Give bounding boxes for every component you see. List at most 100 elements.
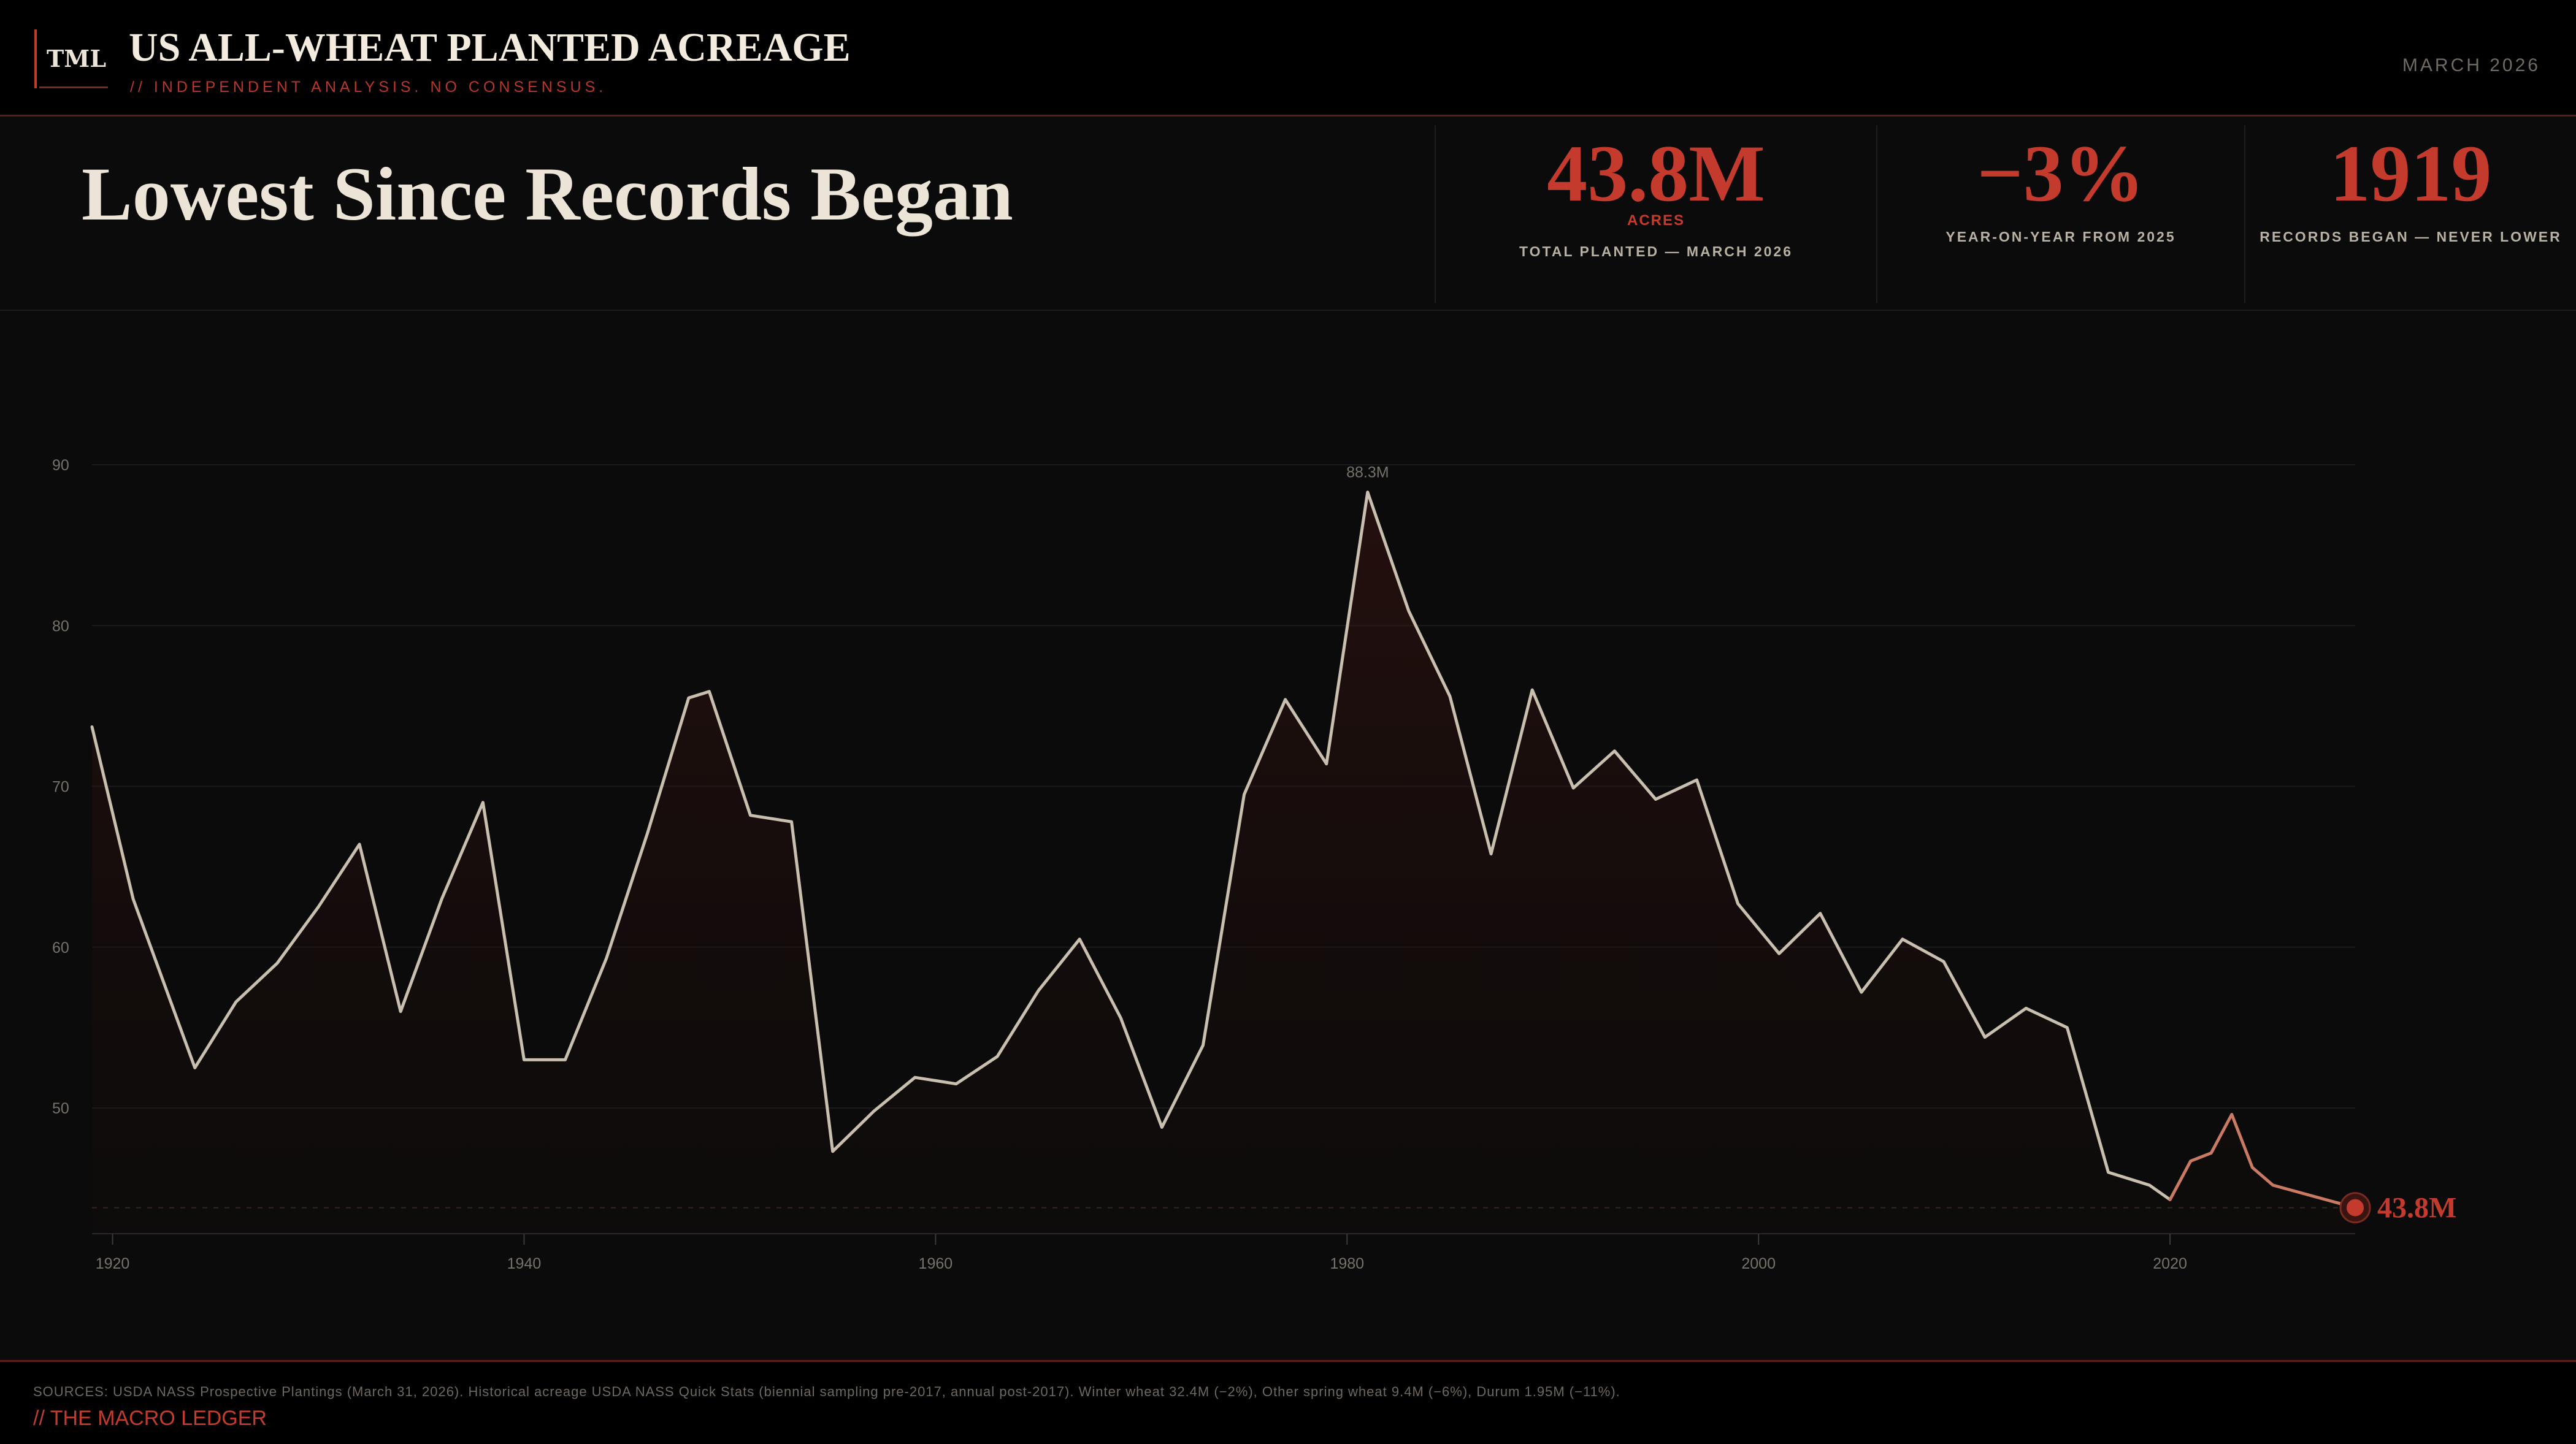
kpi-label: YEAR-ON-YEAR FROM 2025	[1945, 229, 2176, 245]
x-tick-label: 1940	[507, 1255, 542, 1272]
data-point	[131, 897, 135, 901]
kpi-value: 1919	[2329, 128, 2492, 218]
y-tick-label: 90	[52, 457, 69, 474]
kpi-divider	[2244, 125, 2245, 303]
data-point	[1736, 902, 1740, 906]
data-point	[1571, 786, 1575, 790]
data-point	[2189, 1159, 2193, 1163]
data-point	[2271, 1183, 2275, 1187]
y-tick-label: 50	[52, 1100, 69, 1117]
data-point	[748, 814, 752, 817]
data-point	[1489, 852, 1493, 856]
kpi-total-planted: 43.8M ACRES TOTAL PLANTED — MARCH 2026	[1436, 117, 1876, 310]
kpi-divider	[1435, 125, 1436, 303]
x-tick-label: 1980	[1330, 1255, 1364, 1272]
data-point	[316, 905, 320, 909]
data-point	[275, 961, 279, 965]
data-point	[646, 831, 650, 835]
data-point	[1695, 778, 1699, 782]
data-point	[1243, 793, 1246, 796]
data-point	[90, 725, 94, 728]
x-tick-label: 2020	[2153, 1255, 2187, 1272]
data-point	[872, 1109, 876, 1113]
data-point	[1901, 938, 1904, 941]
data-point	[605, 957, 608, 960]
data-point	[1612, 749, 1616, 753]
series-line-recent	[2168, 1112, 2357, 1210]
data-point	[1777, 952, 1781, 955]
logo: TML	[34, 29, 108, 88]
end-marker	[2347, 1199, 2364, 1217]
data-point	[1654, 797, 1657, 801]
data-point	[687, 696, 691, 700]
data-point	[1078, 938, 1081, 941]
data-point	[1860, 990, 1863, 994]
data-point	[2065, 1026, 2069, 1030]
y-tick-label: 60	[52, 939, 69, 957]
kpi-year-on-year: −3% YEAR-ON-YEAR FROM 2025	[1877, 117, 2244, 310]
logo-underline	[39, 86, 108, 88]
data-point	[234, 1000, 238, 1004]
x-tick-label: 2000	[1741, 1255, 1776, 1272]
area-fill	[92, 492, 2355, 1234]
data-point	[1160, 1125, 1163, 1129]
footer-bar: SOURCES: USDA NASS Prospective Plantings…	[0, 1360, 2576, 1444]
acreage-line-chart: 50 60 70 80 90 1920 1940 1960 1980 2000 2020 88.3M 4…	[52, 457, 2456, 1272]
data-point	[790, 820, 794, 823]
data-point	[1119, 1016, 1122, 1020]
peak-label: 88.3M	[1346, 464, 1389, 481]
kpi-records-began: 1919 RECORDS BEGAN — NEVER LOWER	[2245, 117, 2576, 310]
data-point	[1819, 912, 1822, 915]
kpi-unit: ACRES	[1627, 212, 1685, 229]
sources-note: SOURCES: USDA NASS Prospective Plantings…	[33, 1384, 1620, 1399]
data-point	[1366, 491, 1370, 494]
data-point	[399, 1010, 402, 1014]
kpi-divider	[1876, 125, 1877, 303]
x-tick-label: 1920	[96, 1255, 130, 1272]
data-point	[564, 1058, 567, 1061]
data-point	[2106, 1171, 2110, 1174]
series-line-historical	[90, 491, 2172, 1201]
data-point	[1037, 989, 1040, 993]
data-point	[2230, 1112, 2234, 1116]
header-bar: TML US ALL-WHEAT PLANTED ACREAGE // INDE…	[0, 0, 2576, 117]
data-point	[2168, 1198, 2172, 1201]
hero-section: Lowest Since Records Began 43.8M ACRES T…	[0, 117, 2576, 311]
logo-text: TML	[47, 45, 107, 72]
data-point	[1284, 698, 1287, 701]
data-point	[440, 897, 443, 901]
y-tick-label: 70	[52, 779, 69, 796]
data-point	[1530, 688, 1534, 692]
data-point	[954, 1082, 958, 1086]
data-point	[2148, 1183, 2152, 1187]
data-point	[831, 1150, 835, 1153]
app-title: US ALL-WHEAT PLANTED ACREAGE	[129, 25, 851, 70]
data-point	[1407, 609, 1411, 613]
data-point	[481, 801, 485, 804]
data-point	[1325, 762, 1328, 766]
data-point	[522, 1058, 526, 1061]
kpi-label: RECORDS BEGAN — NEVER LOWER	[2260, 229, 2562, 245]
kpi-value: 43.8M	[1547, 128, 1765, 218]
data-point	[2250, 1166, 2254, 1169]
data-point	[2209, 1151, 2213, 1155]
brand-label: // THE MACRO LEDGER	[33, 1407, 267, 1430]
headline: Lowest Since Records Began	[82, 152, 1013, 236]
data-point	[995, 1055, 999, 1058]
x-tick-label: 1960	[919, 1255, 953, 1272]
app-subtitle: // INDEPENDENT ANALYSIS. NO CONSENSUS.	[130, 78, 607, 96]
end-value-label: 43.8M	[2377, 1192, 2456, 1224]
data-point	[358, 842, 361, 846]
data-point	[1448, 695, 1452, 698]
data-point	[1983, 1036, 1987, 1039]
date-label: MARCH 2026	[2402, 55, 2540, 75]
data-point	[2024, 1006, 2028, 1010]
kpi-label: TOTAL PLANTED — MARCH 2026	[1519, 243, 1793, 259]
data-point	[913, 1075, 917, 1079]
data-point	[1942, 960, 1945, 963]
y-tick-label: 80	[52, 617, 69, 635]
kpi-value: −3%	[1977, 128, 2145, 218]
data-point	[707, 690, 711, 693]
data-point	[1201, 1044, 1205, 1047]
data-point	[193, 1066, 197, 1069]
